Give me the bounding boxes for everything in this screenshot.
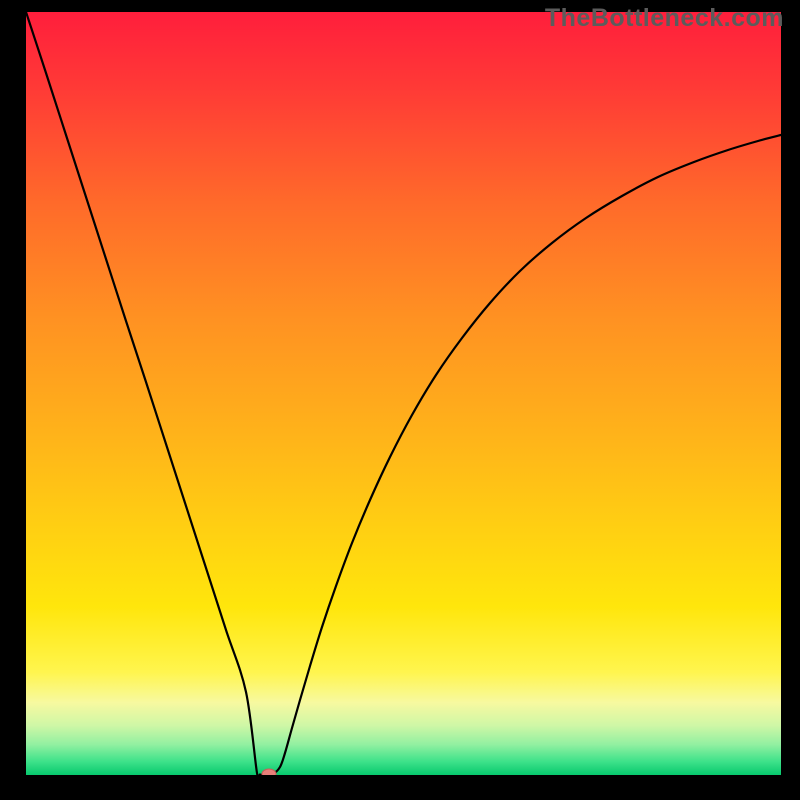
attribution-watermark: TheBottleneck.com bbox=[545, 4, 784, 33]
plot-area bbox=[26, 12, 781, 775]
chart-frame: TheBottleneck.com bbox=[0, 0, 800, 800]
bottleneck-curve bbox=[26, 12, 781, 775]
minimum-marker bbox=[262, 769, 276, 775]
